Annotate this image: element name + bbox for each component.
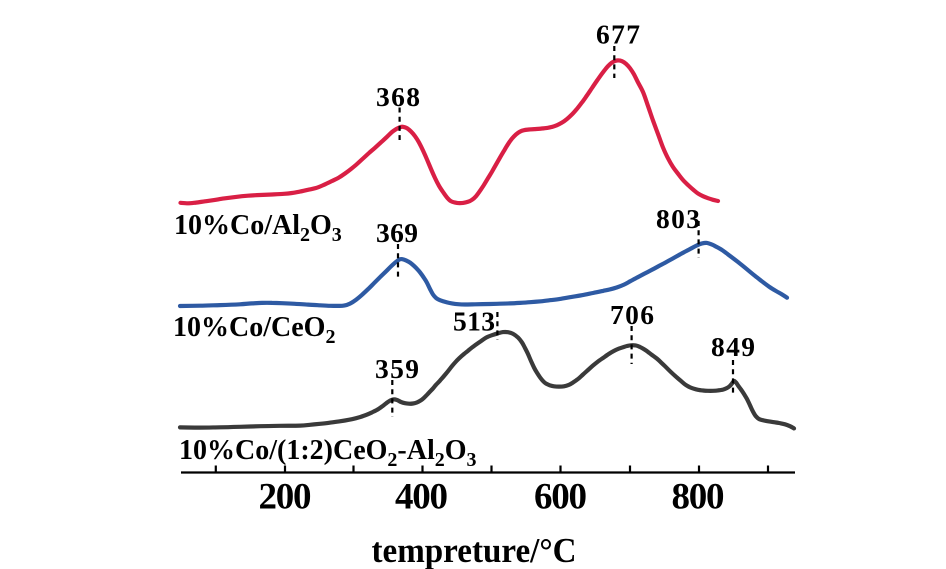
svg-text:400: 400 (395, 477, 448, 518)
svg-text:368: 368 (376, 81, 420, 112)
svg-text:10%Co/(1:2)CeO2-Al2O3: 10%Co/(1:2)CeO2-Al2O3 (179, 435, 477, 471)
svg-text:677: 677 (596, 19, 640, 50)
svg-text:803: 803 (656, 203, 700, 234)
svg-text:369: 369 (376, 217, 418, 248)
svg-text:800: 800 (672, 477, 725, 518)
svg-text:849: 849 (711, 331, 755, 362)
svg-text:10%Co/Al2O3: 10%Co/Al2O3 (174, 210, 342, 246)
svg-text:513: 513 (453, 306, 495, 337)
svg-text:706: 706 (610, 299, 654, 330)
svg-text:tempreture/°C: tempreture/°C (372, 531, 577, 569)
svg-text:359: 359 (375, 353, 419, 384)
svg-text:10%Co/CeO2: 10%Co/CeO2 (173, 312, 335, 348)
svg-text:200: 200 (259, 477, 312, 518)
svg-text:600: 600 (534, 477, 587, 518)
